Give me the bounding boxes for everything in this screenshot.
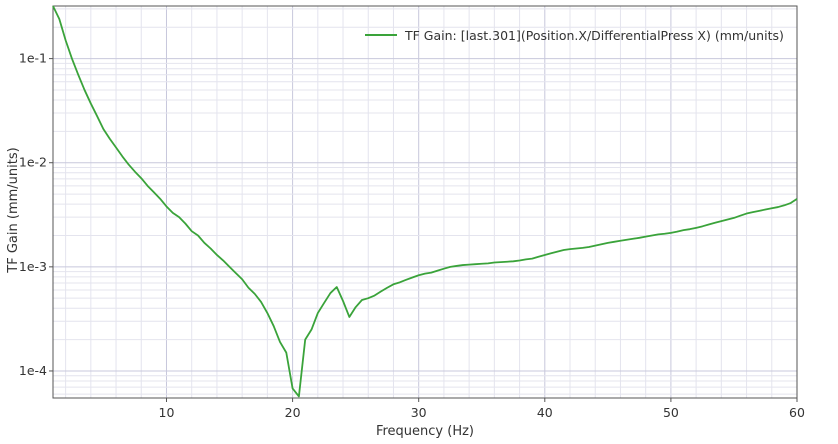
y-tick-label: 1e-2: [19, 155, 47, 170]
x-tick-label: 50: [663, 405, 679, 420]
x-axis-label: Frequency (Hz): [376, 424, 474, 439]
y-axis-ticks: 1e-1 1e-2 1e-3 1e-4: [19, 51, 53, 378]
series-line-tf-gain: [52, 5, 798, 398]
y-axis-label: TF Gain (mm/units): [6, 147, 21, 273]
legend-label: TF Gain: [last.301](Position.X/Different…: [404, 28, 784, 43]
plot-frame: [52, 5, 798, 399]
x-tick-label: 60: [789, 405, 805, 420]
x-tick-label: 30: [411, 405, 427, 420]
y-tick-label: 1e-4: [19, 363, 47, 378]
series-layer: [52, 5, 798, 398]
x-tick-label: 40: [537, 405, 553, 420]
y-tick-label: 1e-1: [19, 51, 47, 66]
legend[interactable]: TF Gain: [last.301](Position.X/Different…: [365, 28, 784, 43]
x-tick-label: 10: [159, 405, 175, 420]
x-axis-ticks: 10 20 30 40 50 60: [159, 398, 805, 420]
x-tick-label: 20: [285, 405, 301, 420]
y-tick-label: 1e-3: [19, 259, 47, 274]
grid: [53, 6, 797, 398]
